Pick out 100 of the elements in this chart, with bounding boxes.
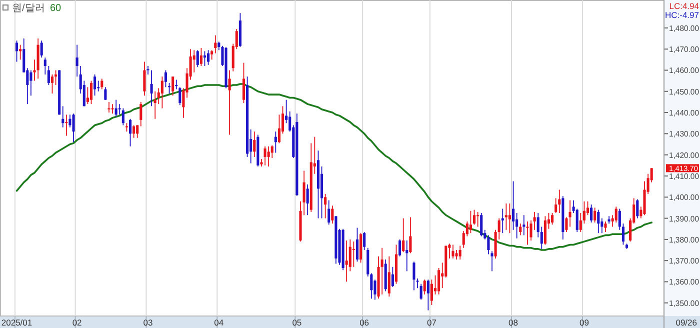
candlestick [472,209,476,226]
candlestick [582,200,586,224]
y-tick-label: 1,400.00 [669,193,700,202]
candlestick [363,232,366,250]
candlestick [114,99,118,118]
candlestick [508,203,512,234]
candlestick [30,70,32,96]
candlestick [522,214,526,236]
x-tick-label: 03 [143,318,153,328]
candlestick [356,227,359,262]
candlestick [132,124,136,138]
x-tick-label: 04 [214,318,224,328]
y-tick-label: 1,460.00 [669,66,700,76]
candlestick [111,104,114,114]
candlestick [68,114,72,128]
candlestick [348,238,352,272]
candlestick [558,189,561,214]
candlestick [264,146,266,166]
candlestick [469,210,472,234]
candlestick [409,216,412,254]
candlestick [15,40,18,62]
x-tick-label: 2025/01 [1,318,32,328]
candlestick [565,216,568,232]
candlestick [512,180,515,230]
text: 60 [50,3,62,14]
y-tick-label: 1,360.00 [669,278,700,287]
y-tick-label: 1,420.00 [669,150,700,160]
y-tick-label: 1,450.00 [669,87,700,96]
candlestick [192,50,196,73]
candlestick [622,223,624,246]
candlestick [636,198,639,219]
candlestick [480,212,483,237]
candlestick [253,131,256,158]
candlestick [391,266,394,288]
candlestick [398,238,402,257]
candlestick [228,70,231,136]
text: LC:4.94 [669,1,700,11]
candlestick [168,82,171,94]
candlestick [324,194,327,219]
candlestick [352,241,355,268]
x-tick-label: 07 [426,318,437,328]
candlestick [154,90,156,120]
candlestick [267,146,270,167]
candlestick [380,247,384,295]
candlestick [551,212,554,226]
candlestick [426,279,430,311]
text: HC:-4.97 [664,10,700,20]
candlestick [164,70,167,88]
candlestick [203,50,206,66]
x-tick-label: 02 [72,318,82,328]
candlestick [516,212,518,239]
candlestick [476,211,480,228]
candlestick [54,70,58,86]
candlestick [200,48,202,66]
x-tick-label: 06 [360,318,370,328]
candlestick [388,256,390,297]
candlestick [274,131,277,154]
candlestick [196,50,199,68]
y-tick-label: 1,380.00 [669,235,700,244]
candlestick [438,268,440,295]
candlestick [76,44,78,78]
x-tick-label: 05 [292,318,302,328]
y-tick-label: 1,440.00 [669,108,700,118]
candlestick [590,204,593,223]
candlestick [136,124,139,138]
candlestick [97,80,100,92]
candlestick [579,212,582,232]
candlestick [306,184,309,216]
candlestick [214,34,217,54]
y-tick-label: 1,410.00 [669,172,700,181]
candlestick [406,240,408,272]
candlestick [331,205,334,224]
y-tick-label: 1,480.00 [669,24,700,33]
candlestick [501,208,504,234]
candlestick [328,200,330,226]
y-tick-label: 1,350.00 [669,298,700,308]
candlestick [270,144,274,158]
candlestick [150,70,153,107]
candlestick [19,44,22,60]
candlestick [455,250,458,260]
candlestick [108,102,110,113]
candlestick [594,207,596,223]
candlestick [420,283,422,300]
candlestick [458,245,462,260]
y-tick-label: 1,370.00 [669,256,700,266]
candlestick [94,74,96,96]
chart-title: 원/달러 [12,3,45,14]
candlestick [146,66,150,75]
candlestick [614,206,618,223]
candlestick [62,106,64,128]
candlestick [618,208,621,230]
y-tick-label: 1,470.00 [669,45,700,54]
candlestick [576,208,578,232]
candlestick [544,216,546,246]
candlestick [452,244,454,259]
candlestick [47,66,50,86]
candlestick [423,279,426,295]
candlestick [554,198,558,214]
text: 09/26 [676,318,698,328]
candlestick [210,50,214,60]
